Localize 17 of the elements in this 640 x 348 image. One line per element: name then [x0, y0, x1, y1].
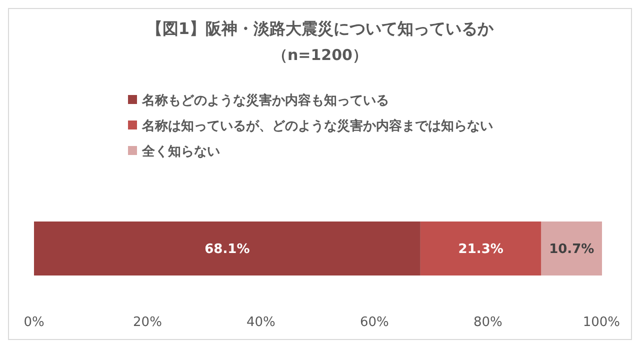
bar: [34, 222, 420, 276]
chart-title: 【図1】阪神・淡路大震災について知っているか: [146, 19, 495, 38]
data-label: 68.1%: [204, 242, 250, 258]
data-label: 10.7%: [549, 242, 594, 258]
x-tick-label: 80%: [473, 315, 502, 330]
chart-subtitle: （n=1200）: [272, 46, 368, 64]
x-tick-label: 0%: [24, 315, 44, 330]
legend-label: 名称もどのような災害か内容も知っている: [141, 92, 389, 109]
x-tick-label: 60%: [360, 315, 389, 330]
bar: [541, 222, 602, 276]
x-tick-label: 40%: [246, 315, 276, 330]
data-label: 21.3%: [458, 242, 504, 258]
legend-label: 名称は知っているが、どのような災害か内容までは知らない: [141, 118, 493, 134]
bar: [420, 222, 542, 276]
legend-label: 全く知らない: [141, 144, 220, 160]
x-tick-label: 100%: [582, 315, 620, 330]
x-tick-label: 20%: [133, 315, 162, 330]
